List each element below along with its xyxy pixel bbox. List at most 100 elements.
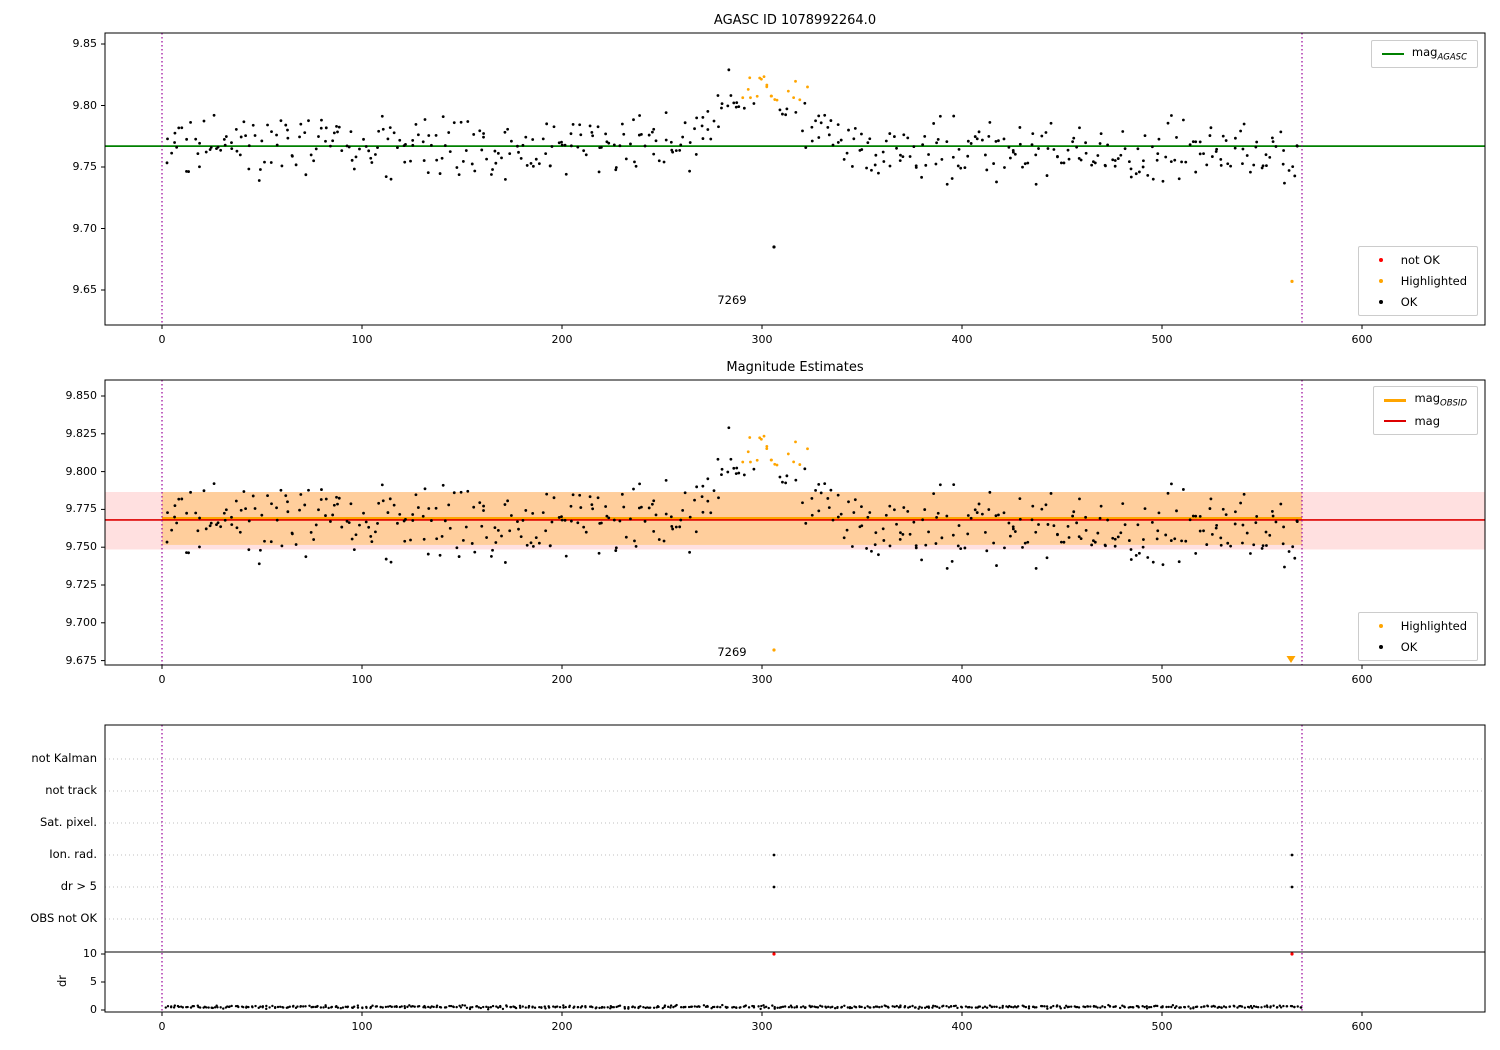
- flag-event-point: [1290, 853, 1294, 857]
- xtick-label: 300: [751, 333, 773, 346]
- legend-entry-mag-obsid: magOBSID: [1384, 391, 1467, 409]
- legend-label: mag: [1414, 414, 1440, 428]
- xtick-label: 200: [551, 1020, 573, 1033]
- panel1-marker-legend: not OK Highlighted OK: [1357, 246, 1478, 316]
- xtick-label: 100: [351, 1020, 373, 1033]
- panel1-ok-points: [165, 68, 1299, 186]
- ytick-label: 9.65: [72, 283, 98, 296]
- legend-entry-not-ok: not OK: [1369, 252, 1467, 268]
- legend-entry-highlighted: Highlighted: [1369, 618, 1467, 634]
- xtick-label: 300: [751, 1020, 773, 1033]
- ytick-label: 5: [90, 975, 97, 988]
- legend-entry-ok: OK: [1369, 639, 1467, 655]
- mag-agasc-line-swatch: [1381, 53, 1404, 55]
- xtick-label: 500: [1151, 673, 1173, 686]
- panel2-marker-legend: Highlighted OK: [1357, 612, 1478, 661]
- legend-entry-ok: OK: [1369, 294, 1467, 310]
- legend-label: not OK: [1400, 253, 1440, 267]
- dr-not-ok-point: [1290, 952, 1294, 956]
- panel3-frame: [104, 724, 1486, 1013]
- ytick-label: 9.725: [65, 578, 98, 591]
- xtick-label: 600: [1351, 1020, 1373, 1033]
- dr-points: [164, 1003, 1303, 1011]
- ytick-label: 9.850: [65, 389, 98, 402]
- legend-label: OK: [1400, 295, 1418, 309]
- legend-entry-highlighted: Highlighted: [1369, 273, 1467, 289]
- legend-label: magAGASC: [1412, 45, 1467, 62]
- mag-line-swatch: [1384, 420, 1407, 422]
- legend-label-sub: OBSID: [1440, 398, 1467, 409]
- xtick-label: 400: [951, 1020, 973, 1033]
- flag-event-point: [772, 885, 776, 889]
- xtick-label: 300: [751, 673, 773, 686]
- legend-entry-mag: mag: [1384, 413, 1467, 429]
- flag-label-sat-pixel: Sat. pixel.: [39, 815, 97, 829]
- panel1-line-legend: magAGASC: [1370, 40, 1478, 68]
- highlighted-dot-swatch: [1378, 279, 1383, 283]
- panel2-ok-points: [165, 426, 1299, 570]
- ok-dot-swatch: [1378, 645, 1383, 649]
- ytick-label: 9.75: [72, 160, 98, 173]
- xtick-label: 0: [158, 673, 166, 686]
- panel1-obsid-annotation: 7269: [717, 293, 747, 307]
- panel2-highlighted-points: [741, 434, 809, 467]
- not-ok-dot-swatch: [1378, 258, 1383, 262]
- panel2-title: Magnitude Estimates: [726, 360, 864, 375]
- ytick-label: 10: [83, 947, 97, 960]
- flag-event-point: [772, 853, 776, 857]
- xtick-label: 600: [1351, 333, 1373, 346]
- dr-not-ok-point: [772, 952, 776, 956]
- ytick-label: 9.675: [65, 653, 98, 667]
- panel1-highlighted-points: [741, 75, 809, 102]
- outlier-point: [1290, 279, 1294, 283]
- legend-entry-mag-agasc: magAGASC: [1381, 45, 1467, 63]
- outlier-point: [772, 245, 776, 249]
- panel1-frame: [104, 32, 1486, 326]
- outlier-point: [772, 648, 776, 652]
- flag-label-obs-not-ok: OBS not OK: [30, 911, 97, 925]
- legend-label-sub: AGASC: [1437, 52, 1467, 63]
- highlighted-dot-swatch: [1378, 624, 1383, 628]
- xtick-label: 200: [551, 673, 573, 686]
- xtick-label: 100: [351, 333, 373, 346]
- flag-label-not-kalman: not Kalman: [31, 751, 97, 765]
- legend-label-main: mag: [1414, 391, 1441, 406]
- xtick-label: 0: [158, 1020, 166, 1033]
- flag-event-point: [1290, 885, 1294, 889]
- xtick-label: 400: [951, 333, 973, 346]
- flag-label-ion-rad: Ion. rad.: [49, 847, 97, 861]
- legend-label: magOBSID: [1414, 391, 1467, 408]
- xtick-label: 400: [951, 673, 973, 686]
- ytick-label: 9.750: [65, 540, 98, 554]
- flag-label-not-track: not track: [45, 783, 97, 797]
- legend-label: OK: [1400, 640, 1418, 654]
- legend-label-main: mag: [1414, 414, 1441, 428]
- ok-dot-swatch: [1378, 300, 1383, 304]
- ytick-label: 9.85: [72, 37, 98, 50]
- panel2-obsid-annotation: 7269: [717, 645, 747, 659]
- ytick-label: 9.800: [65, 464, 98, 478]
- xtick-label: 200: [551, 333, 573, 346]
- xtick-label: 0: [158, 333, 166, 346]
- xtick-label: 500: [1151, 333, 1173, 346]
- clipped-point-marker: [1286, 656, 1296, 663]
- panel1-title: AGASC ID 1078992264.0: [713, 13, 877, 28]
- legend-label: Highlighted: [1400, 274, 1467, 288]
- legend-label: Highlighted: [1400, 619, 1467, 633]
- ytick-label: 9.700: [65, 615, 98, 629]
- panel2-frame: [104, 379, 1486, 666]
- xtick-label: 100: [351, 673, 373, 686]
- xtick-label: 500: [1151, 1020, 1173, 1033]
- ytick-label: 9.825: [65, 426, 98, 440]
- panel2-line-legend: magOBSID mag: [1373, 386, 1478, 435]
- ytick-label: 9.775: [65, 502, 98, 516]
- legend-label-main: mag: [1411, 45, 1438, 60]
- flag-label-dr-gt-5: dr > 5: [60, 879, 97, 893]
- mag-obsid-line-swatch: [1384, 398, 1407, 402]
- xtick-label: 600: [1351, 673, 1373, 686]
- ytick-label: 9.70: [72, 221, 98, 235]
- ytick-label: 0: [90, 1003, 97, 1016]
- ytick-label: 9.80: [72, 98, 98, 112]
